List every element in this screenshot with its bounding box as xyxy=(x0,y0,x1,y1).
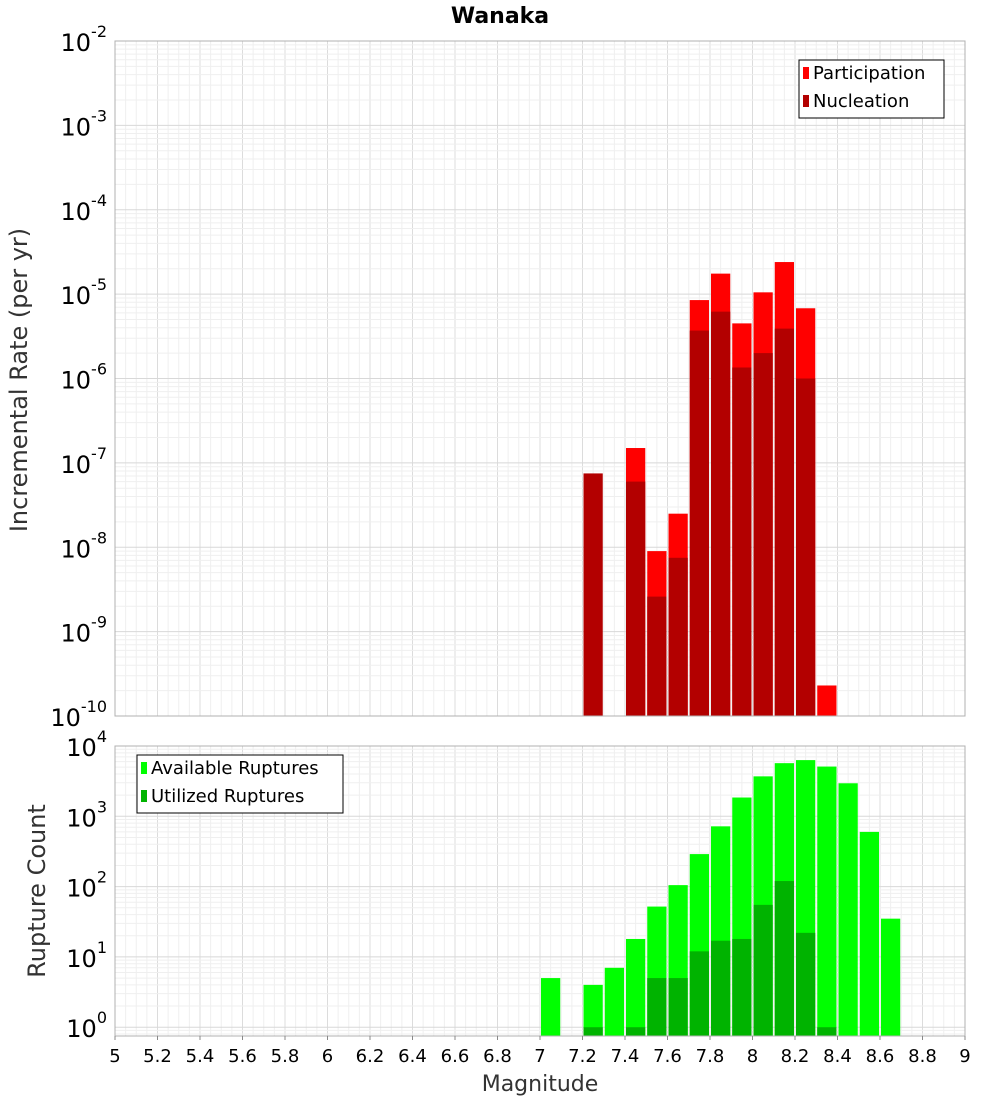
bottom-bar-utilized-ruptures xyxy=(753,904,773,1036)
bottom-bar-available-ruptures xyxy=(541,978,561,1036)
top-bar-nucleation xyxy=(689,330,709,716)
x-tick-label: 6.2 xyxy=(356,1046,385,1067)
top-plot-frame xyxy=(114,40,966,717)
bottom-bar-available-ruptures xyxy=(838,783,858,1036)
top-y-tick-label: 10-4 xyxy=(61,191,108,226)
bottom-bar-available-ruptures xyxy=(583,984,603,1036)
chart-title: Wanaka xyxy=(451,4,549,29)
x-tick-label: 8.6 xyxy=(866,1046,895,1067)
bottom-legend-label: Utilized Ruptures xyxy=(151,786,304,807)
bottom-bars xyxy=(541,760,901,1036)
bottom-y-tick-label: 100 xyxy=(66,1008,107,1043)
top-bar-nucleation xyxy=(626,481,646,716)
top-y-tick-label: 10-3 xyxy=(61,106,108,141)
bottom-bar-utilized-ruptures xyxy=(711,940,731,1036)
x-tick-label: 5 xyxy=(109,1046,120,1067)
top-bar-nucleation xyxy=(583,473,603,716)
bottom-legend-swatch xyxy=(141,790,147,802)
bottom-legend-label: Available Ruptures xyxy=(151,758,319,779)
top-bar-nucleation xyxy=(732,367,752,716)
x-tick-label: 8.2 xyxy=(781,1046,810,1067)
bottom-bar-utilized-ruptures xyxy=(583,1027,603,1036)
x-tick-label: 8 xyxy=(747,1046,758,1067)
top-y-ticks: 10-10 10-9 10-8 10-7 10-6 10-5 10-4 10-3 10-2 xyxy=(50,22,107,732)
x-tick-label: 9 xyxy=(959,1046,970,1067)
bottom-bar-utilized-ruptures xyxy=(732,938,752,1036)
bottom-bar-utilized-ruptures xyxy=(647,978,667,1036)
top-legend: Participation Nucleation xyxy=(798,59,945,119)
x-tick-label: 5.8 xyxy=(271,1046,300,1067)
top-bar-participation xyxy=(817,685,837,716)
x-tick-label: 7.6 xyxy=(653,1046,682,1067)
top-y-tick-label: 10-10 xyxy=(50,697,107,732)
top-bar-nucleation xyxy=(711,311,731,716)
bottom-bar-utilized-ruptures xyxy=(796,932,816,1036)
bottom-y-tick-label: 104 xyxy=(66,727,107,762)
bottom-y-tick-label: 103 xyxy=(66,797,107,832)
bottom-bar-utilized-ruptures xyxy=(668,978,688,1036)
top-legend-label: Participation xyxy=(813,63,925,84)
top-bars xyxy=(583,262,837,716)
x-tick-label: 8.8 xyxy=(908,1046,937,1067)
x-tick-label: 6.8 xyxy=(483,1046,512,1067)
top-legend-label: Nucleation xyxy=(813,91,909,112)
x-tick-label: 7.8 xyxy=(696,1046,725,1067)
x-axis-label: Magnitude xyxy=(482,1072,599,1097)
bottom-y-ticks: 100 101 102 103 104 xyxy=(66,727,107,1043)
top-y-tick-label: 10-9 xyxy=(61,613,108,648)
top-bar-nucleation xyxy=(796,378,816,716)
top-legend-box xyxy=(798,59,945,119)
top-bar-nucleation xyxy=(668,557,688,716)
x-tick-label: 5.4 xyxy=(186,1046,215,1067)
bottom-bar-available-ruptures xyxy=(604,967,624,1036)
top-legend-swatch xyxy=(803,95,809,107)
bottom-bar-available-ruptures xyxy=(626,938,646,1036)
bottom-legend: Available Ruptures Utilized Ruptures xyxy=(136,754,344,814)
top-y-axis-label: Incremental Rate (per yr) xyxy=(5,228,33,532)
bottom-bar-available-ruptures xyxy=(859,831,879,1036)
bottom-bar-utilized-ruptures xyxy=(689,951,709,1036)
bottom-y-tick-label: 101 xyxy=(66,938,107,973)
x-tick-label: 7.2 xyxy=(568,1046,597,1067)
top-y-tick-label: 10-6 xyxy=(61,360,108,395)
x-tick-label: 7.4 xyxy=(611,1046,640,1067)
bottom-bar-available-ruptures xyxy=(881,918,901,1036)
top-legend-swatch xyxy=(803,67,809,79)
x-tick-label: 5.2 xyxy=(143,1046,172,1067)
bottom-bar-utilized-ruptures xyxy=(626,1027,646,1036)
x-tick-label: 8.4 xyxy=(823,1046,852,1067)
top-bar-nucleation xyxy=(774,328,794,716)
top-y-tick-label: 10-2 xyxy=(61,22,108,57)
x-tick-label: 5.6 xyxy=(228,1046,257,1067)
bottom-y-tick-label: 102 xyxy=(66,868,107,903)
x-tick-label: 6.4 xyxy=(398,1046,427,1067)
bottom-legend-box xyxy=(136,754,344,814)
top-y-tick-label: 10-5 xyxy=(61,275,108,310)
x-tick-label: 7 xyxy=(534,1046,545,1067)
x-tick-label: 6 xyxy=(322,1046,333,1067)
x-ticks: 5 5.2 5.4 5.6 5.8 6 6.2 6.4 6.6 6.8 7 7.2 7.4 7.6 7.8 8… xyxy=(109,1036,971,1067)
bottom-legend-swatch xyxy=(141,762,147,774)
top-bar-nucleation xyxy=(647,596,667,716)
top-y-tick-label: 10-7 xyxy=(61,444,108,479)
bottom-bar-available-ruptures xyxy=(817,766,837,1036)
bottom-y-axis-label: Rupture Count xyxy=(23,804,51,978)
x-tick-label: 6.6 xyxy=(441,1046,470,1067)
top-grid xyxy=(114,40,966,717)
top-bar-nucleation xyxy=(753,353,773,716)
bottom-bar-utilized-ruptures xyxy=(817,1027,837,1036)
bottom-bar-utilized-ruptures xyxy=(774,881,794,1036)
top-y-tick-label: 10-8 xyxy=(61,528,108,563)
